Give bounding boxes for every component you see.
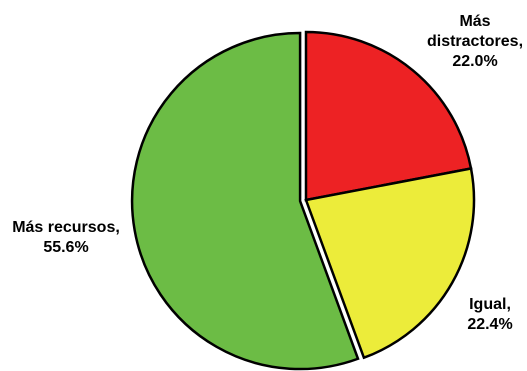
slice-label-1: Más distractores, 22.0% bbox=[427, 13, 523, 70]
pie-slice-1 bbox=[304, 30, 473, 202]
slice-category-label: distractores, bbox=[427, 33, 523, 50]
slice-value-label: 22.0% bbox=[452, 53, 497, 70]
slice-label-2: Igual, 22.4% bbox=[467, 296, 512, 333]
pie-slice-3 bbox=[130, 31, 360, 371]
slice-category-label: Igual, bbox=[469, 296, 511, 313]
pie-labels: Más distractores, 22.0% Igual, 22.4% Más recu… bbox=[12, 13, 523, 333]
pie-slices bbox=[130, 30, 476, 371]
slice-value-label: 22.4% bbox=[467, 316, 512, 333]
slice-label-3: Más recursos, 55.6% bbox=[12, 219, 120, 256]
slice-value-label: 55.6% bbox=[43, 239, 88, 256]
slice-category-label: Más bbox=[459, 13, 490, 30]
slice-category-label: Más recursos, bbox=[12, 219, 120, 236]
pie-slice-2 bbox=[304, 167, 476, 360]
